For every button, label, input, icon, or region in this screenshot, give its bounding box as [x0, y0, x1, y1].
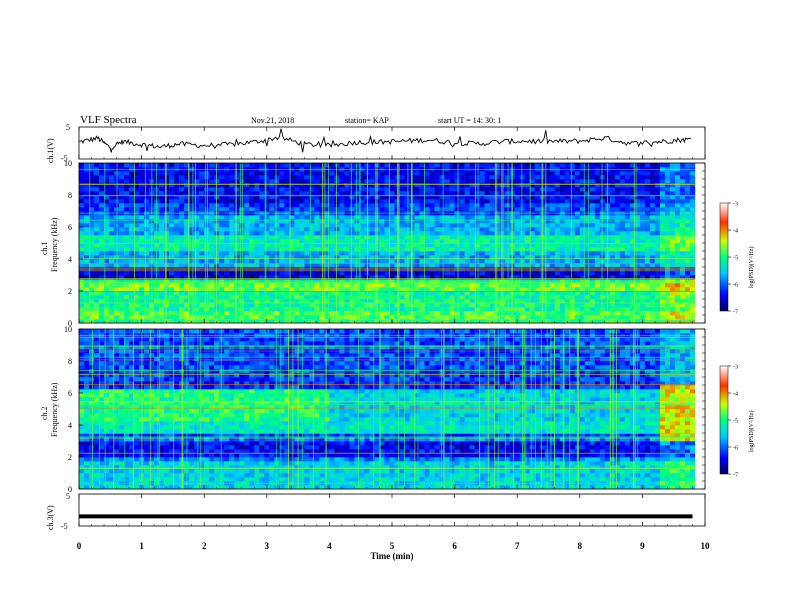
- figure-title: VLF Spectra: [80, 114, 137, 126]
- ch1-spectrogram-image: [79, 163, 696, 324]
- ch2-spec-ytick-label-4: 4: [68, 421, 72, 430]
- time-tick-label-1: 1: [139, 541, 144, 551]
- time-tick-label-3: 3: [265, 541, 270, 551]
- ch1-colorbar-tick-label: -6: [733, 283, 738, 289]
- time-tick-label-8: 8: [578, 541, 583, 551]
- ch2-colorbar-tick-label: -4: [733, 392, 738, 398]
- ch2-spec-ytick-label-0: 0: [68, 485, 72, 494]
- ch2-spec-ylabel-freq: Frequency (kHz): [50, 382, 59, 437]
- time-tick-label-5: 5: [390, 541, 395, 551]
- ch2-colorbar-tick-label: -5: [733, 419, 738, 425]
- ch2-colorbar-tick-label: -3: [733, 365, 738, 371]
- ch1-ytick-bottom: -5: [61, 154, 68, 163]
- ch1-colorbar-tick-label: -4: [733, 229, 738, 235]
- ch2-colorbar-label: log(PSD)(V²/Hz): [748, 411, 755, 452]
- ch3-ytick-top: 5: [66, 492, 70, 501]
- ch1-spec-ytick-label-6: 6: [68, 223, 72, 232]
- ch3-ytick-bottom: -5: [61, 522, 68, 531]
- ch2-colorbar: [719, 365, 729, 475]
- ch1-spec-ylabel-channel: ch.1: [40, 241, 49, 255]
- ch3-waveform-frame: [78, 493, 706, 527]
- ch2-spec-ylabel-channel: ch.2: [40, 406, 49, 420]
- ch2-spec-ytick-label-8: 8: [68, 357, 72, 366]
- ch2-spec-ytick-label-10: 10: [64, 325, 72, 334]
- ch1-colorbar-tick-label: -7: [733, 310, 738, 316]
- time-tick-label-6: 6: [452, 541, 457, 551]
- ch1-colorbar-tick-label: -5: [733, 256, 738, 262]
- ch2-colorbar-tick-label: -6: [733, 446, 738, 452]
- ch2-spectrogram-image: [79, 329, 696, 490]
- time-tick-label-0: 0: [77, 541, 82, 551]
- time-tick-label-4: 4: [327, 541, 332, 551]
- start-time-label: start UT = 14: 30: 1: [438, 116, 501, 125]
- ch3-waveform-panel: 5 -5 ch.3(V): [46, 492, 706, 531]
- time-tick-label-7: 7: [515, 541, 520, 551]
- ch1-spec-ytick-label-8: 8: [68, 191, 72, 200]
- ch1-ytick-top: 5: [66, 123, 70, 132]
- ch1-spec-ytick-label-10: 10: [64, 159, 72, 168]
- ch3-ylabel: ch.3(V): [46, 505, 55, 530]
- ch1-waveform-panel: 5 -5 ch.1(V): [46, 123, 706, 163]
- ch1-colorbar-label: log(PSD)(V²/Hz): [748, 247, 755, 288]
- time-axis: 0 1 2 3 4 5 6 7 8 9 10: [77, 127, 710, 551]
- time-tick-label-9: 9: [640, 541, 645, 551]
- ch1-ylabel: ch.1(V): [46, 138, 55, 163]
- ch1-spec-ytick-label-4: 4: [68, 255, 72, 264]
- ch2-colorbar-tick-label: -7: [733, 473, 738, 479]
- ch1-spec-ylabel-freq: Frequency (kHz): [50, 217, 59, 272]
- ch1-colorbar: [719, 202, 729, 312]
- ch1-waveform-frame: [78, 126, 706, 160]
- date-label: Nov.21, 2018: [251, 116, 294, 125]
- time-tick-label-2: 2: [202, 541, 207, 551]
- ch2-spec-ytick-label-2: 2: [68, 453, 72, 462]
- ch1-waveform-line: [78, 128, 692, 153]
- ch1-colorbar-tick-label: -3: [733, 202, 738, 208]
- ch2-spec-ytick-label-6: 6: [68, 389, 72, 398]
- ch1-spec-ytick-label-0: 0: [68, 319, 72, 328]
- time-tick-label-10: 10: [701, 541, 711, 551]
- ch1-spec-ytick-label-2: 2: [68, 287, 72, 296]
- station-label: station= KAP: [345, 116, 389, 125]
- time-axis-label: Time (min): [370, 551, 413, 561]
